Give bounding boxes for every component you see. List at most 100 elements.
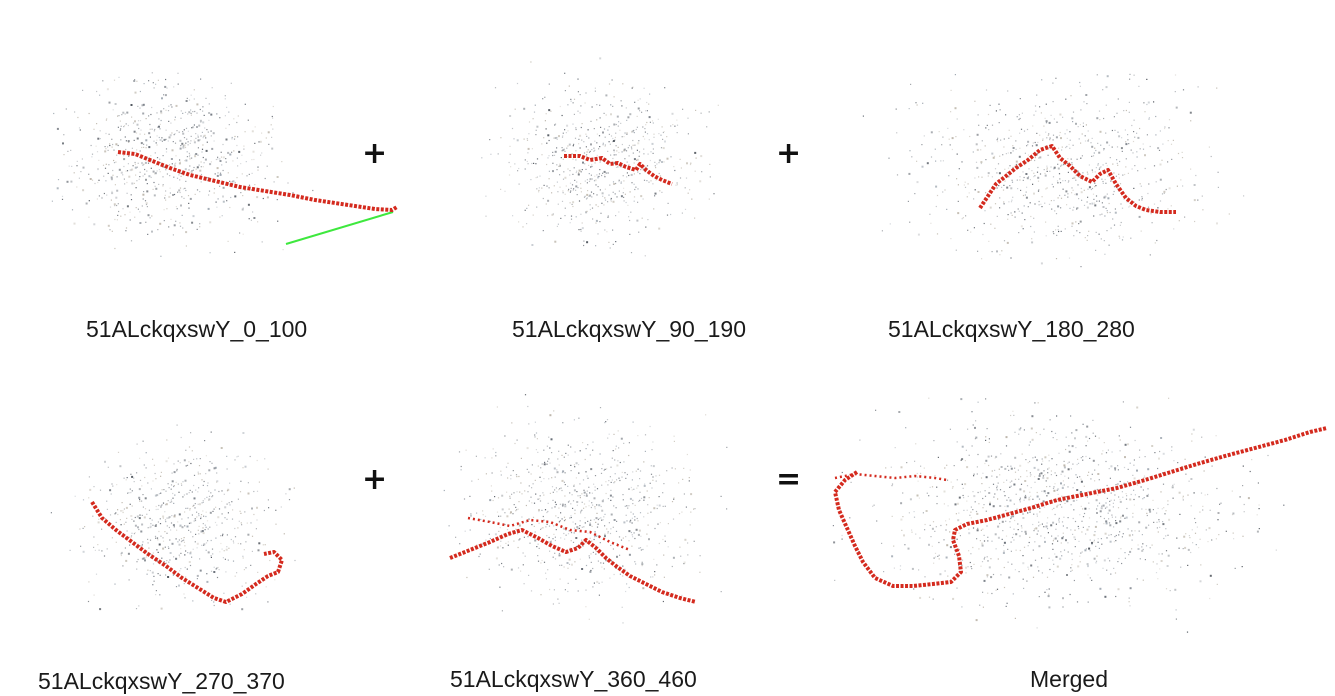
cloud-point — [248, 184, 251, 186]
cloud-point — [608, 480, 610, 482]
cloud-point — [1074, 437, 1076, 440]
cloud-point — [179, 556, 181, 558]
cloud-point — [607, 498, 609, 500]
cloud-point — [1241, 566, 1243, 568]
cloud-point — [109, 229, 111, 231]
cloud-point — [125, 506, 128, 509]
cloud-point — [574, 179, 576, 181]
cloud-point — [999, 207, 1001, 209]
cloud-point — [508, 161, 510, 164]
cloud-point — [192, 600, 194, 602]
cloud-point — [1076, 463, 1078, 466]
cloud-point — [633, 173, 635, 175]
cloud-point — [633, 200, 635, 202]
cloud-point — [542, 515, 544, 518]
cloud-point — [589, 178, 592, 181]
cloud-point — [502, 547, 504, 549]
cloud-point — [637, 485, 639, 487]
cloud-point — [211, 548, 214, 550]
cloud-point — [228, 124, 230, 126]
cloud-point — [182, 132, 185, 135]
cloud-point — [247, 119, 249, 121]
cloud-point — [535, 493, 537, 495]
cloud-point — [156, 494, 159, 497]
cloud-point — [500, 515, 502, 517]
cloud-point — [999, 522, 1001, 525]
cloud-point — [192, 126, 195, 129]
cloud-point — [162, 155, 164, 157]
cloud-point — [534, 531, 536, 533]
cloud-point — [670, 125, 672, 127]
cloud-point — [1047, 492, 1050, 495]
cloud-point — [628, 488, 630, 490]
cloud-point — [185, 576, 187, 578]
cloud-point — [1103, 442, 1105, 444]
cloud-point — [640, 169, 642, 171]
cloud-point — [1046, 168, 1048, 171]
cloud-point — [210, 130, 212, 132]
cloud-point — [1083, 189, 1085, 191]
cloud-point — [540, 480, 542, 483]
cloud-point — [685, 177, 688, 179]
cloud-point — [572, 205, 574, 208]
cloud-point — [568, 85, 570, 87]
cloud-point — [1147, 493, 1149, 495]
cloud-point — [96, 123, 98, 125]
cloud-point — [1009, 521, 1011, 523]
cloud-point — [1046, 170, 1048, 172]
cloud-point — [1039, 524, 1041, 526]
cloud-point — [1126, 495, 1128, 497]
cloud-point — [1069, 139, 1071, 141]
cloud-point — [556, 169, 558, 171]
cloud-point — [226, 455, 228, 457]
cloud-point — [1132, 516, 1134, 518]
cloud-point — [599, 57, 602, 60]
cloud-point — [182, 174, 184, 176]
cloud-point — [971, 568, 973, 570]
cloud-point — [534, 479, 536, 481]
cloud-point — [1080, 191, 1083, 194]
cloud-point — [1094, 531, 1096, 533]
cloud-point — [541, 154, 543, 156]
cloud-point — [980, 565, 982, 567]
cloud-point — [215, 568, 217, 570]
cloud-point — [475, 455, 477, 457]
cloud-point — [562, 527, 565, 530]
camera-trajectory-return — [834, 472, 948, 482]
cloud-point — [1008, 511, 1011, 513]
cloud-point — [655, 167, 657, 169]
cloud-point — [538, 522, 540, 524]
cloud-point — [1013, 414, 1015, 416]
cloud-point — [1093, 534, 1096, 537]
cloud-point — [179, 179, 181, 181]
cloud-point — [630, 173, 633, 176]
cloud-point — [664, 505, 666, 507]
cloud-point — [1020, 128, 1023, 130]
cloud-point — [1107, 512, 1109, 514]
cloud-point — [222, 200, 225, 203]
cloud-point — [684, 187, 686, 189]
cloud-point — [188, 169, 190, 171]
cloud-point — [1165, 588, 1168, 590]
cloud-point — [220, 535, 222, 537]
cloud-point — [588, 557, 591, 559]
cloud-point — [202, 510, 204, 512]
cloud-point — [1100, 515, 1102, 518]
cloud-point — [165, 138, 167, 140]
cloud-point — [147, 569, 149, 571]
cloud-point — [1019, 132, 1021, 134]
cloud-point — [1127, 134, 1129, 136]
cloud-point — [155, 508, 157, 511]
cloud-point — [970, 517, 972, 519]
cloud-point — [987, 455, 990, 458]
cloud-point — [161, 97, 163, 100]
cloud-point — [660, 147, 663, 149]
cloud-point — [962, 494, 964, 497]
cloud-point — [683, 561, 686, 564]
cloud-point — [194, 110, 196, 113]
cloud-point — [1063, 164, 1065, 166]
cloud-point — [1038, 474, 1041, 477]
cloud-point — [648, 103, 650, 105]
cloud-point — [1148, 118, 1150, 120]
cloud-point — [562, 422, 564, 424]
